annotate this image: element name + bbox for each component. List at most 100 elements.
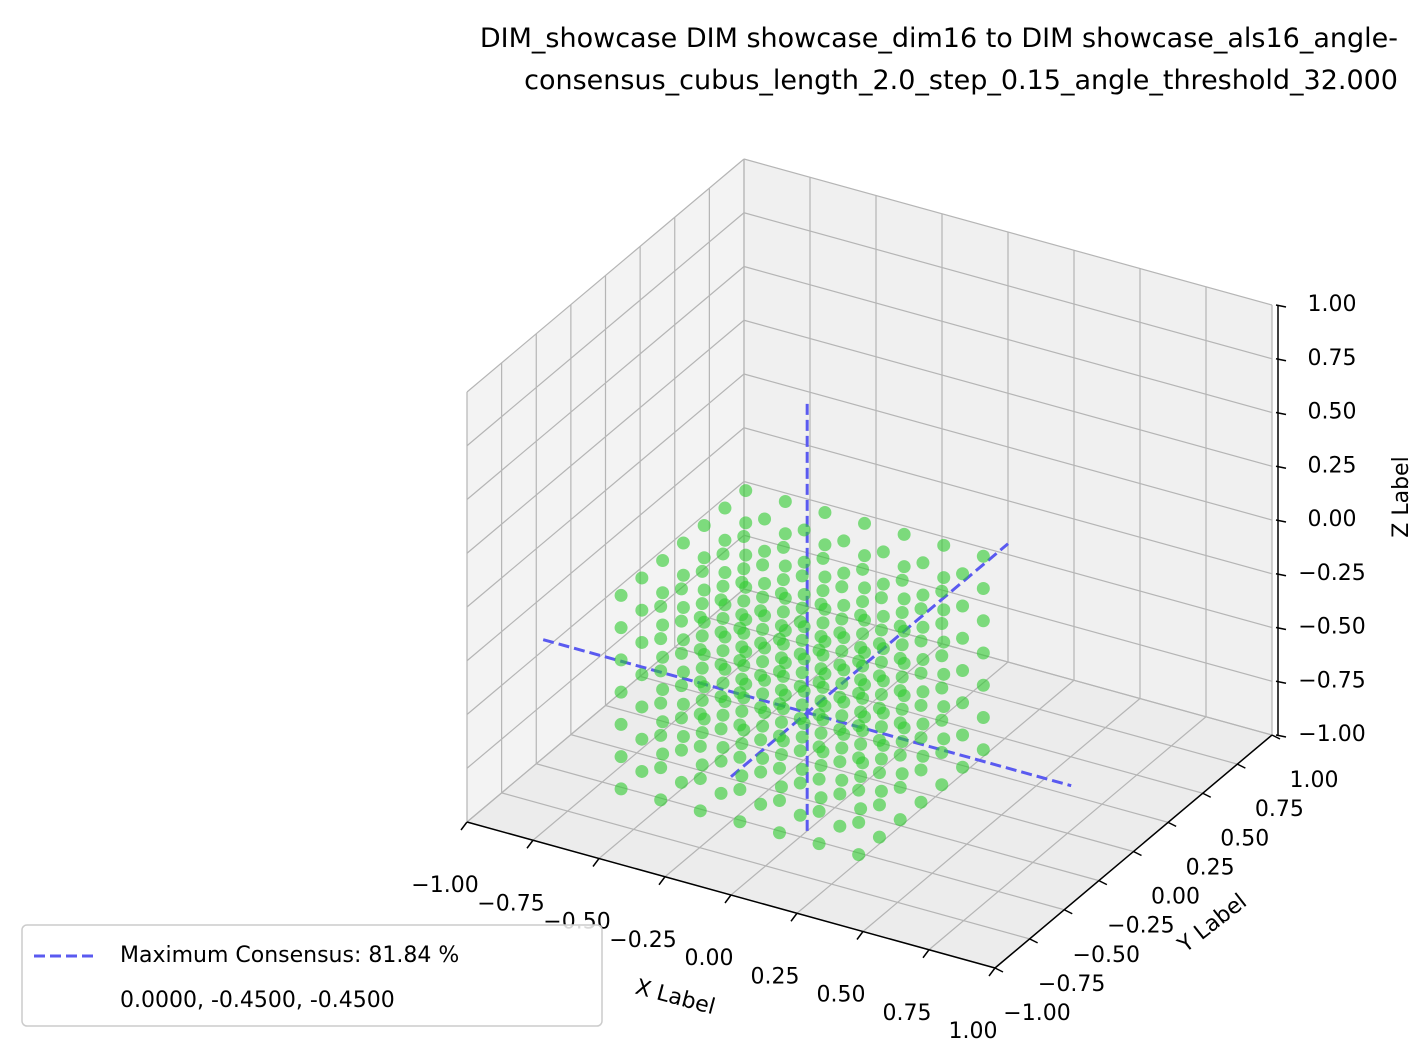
point <box>874 688 888 701</box>
legend-label: Maximum Consensus: 81.84 % <box>120 943 459 968</box>
point <box>897 624 911 638</box>
grid-line <box>466 212 745 447</box>
x-tick <box>526 839 534 849</box>
point <box>756 751 770 765</box>
point <box>854 737 868 751</box>
point <box>916 749 930 763</box>
point <box>897 721 911 735</box>
y-tick-label: 0.00 <box>1151 885 1200 910</box>
point <box>858 613 872 627</box>
point <box>754 765 768 779</box>
point <box>812 772 826 786</box>
point <box>837 598 851 612</box>
y-tick-label: −0.50 <box>1073 943 1140 968</box>
point <box>754 733 768 747</box>
y-tick-label: −0.75 <box>1038 972 1105 997</box>
z-tick-label: 0.00 <box>1308 507 1357 532</box>
point <box>654 761 668 775</box>
point <box>758 512 772 526</box>
point <box>635 668 649 682</box>
point <box>758 641 772 655</box>
point <box>695 693 709 707</box>
point <box>758 673 772 687</box>
point <box>756 719 770 733</box>
point <box>816 616 830 630</box>
point <box>916 685 930 699</box>
point <box>856 756 870 770</box>
grid-line <box>743 427 1273 575</box>
x-axis-label: X Label <box>633 975 718 1020</box>
z-tick-label: 1.00 <box>1308 292 1357 317</box>
grid-line <box>466 158 745 393</box>
point <box>739 516 753 530</box>
point <box>935 681 949 695</box>
point <box>676 536 690 550</box>
point <box>733 750 747 764</box>
point <box>976 614 990 628</box>
point <box>937 667 951 681</box>
point <box>776 702 790 716</box>
point <box>874 591 888 605</box>
consensus-line <box>730 542 1009 778</box>
z-tick-label: 0.75 <box>1308 346 1357 371</box>
point <box>916 653 930 667</box>
point <box>718 598 732 612</box>
point <box>976 549 990 563</box>
point <box>937 538 951 552</box>
point <box>856 627 870 641</box>
grid-line <box>466 319 745 554</box>
point <box>716 547 730 561</box>
point <box>937 571 951 585</box>
point <box>635 700 649 714</box>
x-tick <box>592 858 600 867</box>
point <box>697 712 711 726</box>
grid-line <box>743 158 1273 306</box>
point <box>656 586 670 600</box>
point <box>778 559 792 573</box>
point <box>774 715 788 729</box>
point <box>654 793 668 807</box>
point <box>654 728 668 742</box>
point <box>756 655 770 669</box>
point <box>674 614 688 628</box>
point <box>697 615 711 629</box>
point <box>739 580 753 594</box>
point <box>897 689 911 703</box>
point <box>739 613 753 627</box>
point <box>837 663 851 677</box>
point <box>895 735 909 749</box>
point <box>695 564 709 578</box>
point <box>654 632 668 646</box>
point <box>676 568 690 582</box>
point <box>895 767 909 781</box>
point <box>814 791 828 805</box>
point <box>695 726 709 740</box>
point <box>914 666 928 680</box>
point <box>693 739 707 753</box>
x-tick <box>988 967 996 977</box>
point <box>876 706 890 720</box>
x-tick <box>658 876 666 886</box>
point <box>739 484 753 498</box>
point <box>872 830 886 844</box>
x-tick-label: −0.25 <box>609 928 676 953</box>
grid-line <box>743 212 1273 360</box>
x-tick-label: 0.75 <box>883 1001 932 1026</box>
point <box>856 659 870 673</box>
point <box>835 677 849 691</box>
point <box>835 773 849 787</box>
y-tick <box>1133 850 1142 857</box>
point <box>676 665 690 679</box>
z-tick-label: −0.75 <box>1298 668 1365 693</box>
point <box>914 698 928 712</box>
point <box>795 762 809 776</box>
point <box>739 548 753 562</box>
point <box>856 724 870 738</box>
point <box>797 555 811 569</box>
point <box>797 620 811 634</box>
point <box>776 637 790 651</box>
point <box>956 599 970 613</box>
point <box>778 527 792 541</box>
point <box>778 624 792 638</box>
axis-line <box>466 821 996 969</box>
